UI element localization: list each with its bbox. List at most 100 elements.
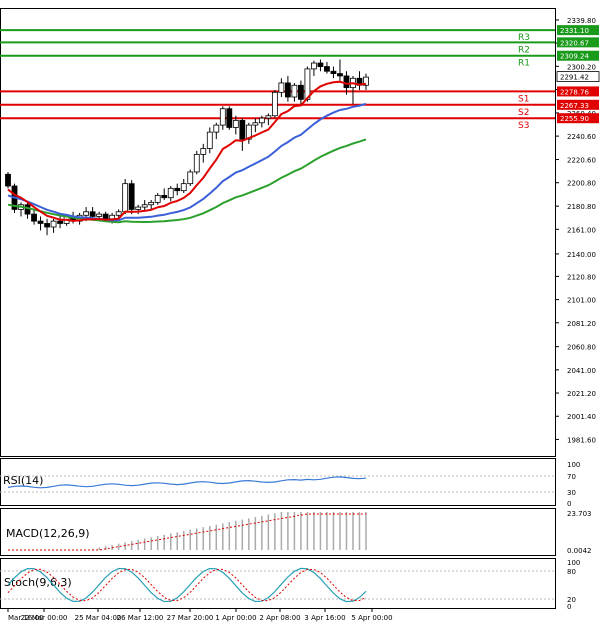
last-price-tag-bg (556, 71, 600, 83)
candle-body (148, 201, 155, 206)
y-tick-label: 2001.40 (567, 413, 596, 421)
candle-body (278, 82, 285, 93)
candle-body (57, 220, 63, 224)
level-tag-bg (557, 99, 599, 110)
y-tick-label: 2120.80 (567, 273, 596, 281)
candle-body (337, 73, 343, 77)
candle-body (50, 220, 57, 228)
candle-body (37, 220, 44, 224)
y-tick-label: 2200.80 (567, 180, 596, 188)
x-tick-label: 25 Mar 04:00 (75, 614, 122, 622)
rsi-panel-frame (0, 458, 556, 506)
candle-body (180, 183, 187, 192)
level-tag-bg (557, 86, 599, 97)
candle-body (324, 66, 330, 72)
candle-body (258, 117, 265, 124)
level-name-s3: S3 (518, 121, 529, 131)
candle-body (271, 91, 278, 117)
ma-mid-line (7, 102, 367, 222)
level-tag-bg (557, 50, 599, 61)
x-tick-label: 27 Mar 20:00 (167, 614, 214, 622)
candle-body (193, 153, 200, 173)
y-tick-label: 2240.60 (567, 133, 596, 141)
y-tick-label: 2300.20 (567, 63, 596, 71)
candle-body (128, 183, 135, 210)
y-tick-label: 2041.00 (567, 367, 596, 375)
stoch-tick-label: 0 (567, 603, 571, 611)
candle-body (200, 148, 207, 155)
level-tag-r2: 2320.67 (560, 39, 589, 47)
level-tag-s3: 2255.90 (560, 115, 589, 123)
candle-body (5, 173, 11, 187)
rsi-line (7, 476, 367, 489)
candle-body (343, 75, 350, 89)
ma-fast-line (7, 80, 367, 222)
y-tick-label: 1981.60 (567, 436, 596, 444)
candle-body (219, 108, 226, 126)
level-name-r1: R1 (518, 59, 530, 69)
candle-body (206, 131, 213, 149)
candle-body (239, 120, 246, 140)
rsi-tick-label: 100 (567, 461, 580, 469)
level-name-s2: S2 (518, 108, 529, 118)
candle-body (363, 76, 369, 86)
level-tag-s1: 2278.76 (560, 88, 589, 96)
candle-body (167, 187, 174, 199)
level-tag-bg (557, 37, 599, 48)
rsi-tick-label: 70 (567, 473, 576, 481)
candle-body (44, 223, 50, 228)
level-name-s1: S1 (518, 94, 529, 104)
macd-panel-frame (0, 508, 556, 556)
candle-body (161, 194, 168, 199)
candle-body (265, 115, 272, 119)
y-tick-label: 2180.80 (567, 203, 596, 211)
y-tick-label: 2060.80 (567, 344, 596, 352)
candle-body (154, 194, 161, 203)
y-tick-label: 2161.00 (567, 226, 596, 234)
y-tick-label: 2140.00 (567, 251, 596, 259)
x-tick-label: 2 Apr 08:00 (259, 614, 300, 622)
level-tag-bg (557, 25, 599, 36)
y-tick-label: 2220.60 (567, 157, 596, 165)
candle-body (252, 122, 259, 126)
candle-body (226, 108, 233, 128)
candle-body (232, 120, 239, 128)
candle-body (135, 206, 142, 210)
stoch-d-line (7, 568, 367, 602)
candle-body (174, 187, 181, 192)
last-price-tag: 2291.42 (560, 74, 589, 82)
macd-tick-top: 23.703 (567, 510, 592, 518)
stoch-tick-label: 20 (567, 596, 576, 604)
x-tick-label: 22 Mar 00:00 (21, 614, 68, 622)
candle-body (122, 183, 129, 213)
level-tag-r3: 2331.10 (560, 27, 589, 35)
candle-body (141, 204, 148, 208)
x-tick-label: Mar 16:00 (8, 614, 44, 622)
candle-body (83, 211, 90, 216)
stoch-panel-frame (0, 558, 556, 609)
candle-body (31, 213, 37, 222)
stoch-k-line (7, 567, 367, 603)
level-tag-r1: 2309.24 (560, 53, 589, 61)
level-name-r3: R3 (518, 33, 530, 43)
rsi-tick-label: 30 (567, 489, 576, 497)
main-panel-frame (0, 8, 556, 457)
level-name-r2: R2 (518, 45, 530, 55)
y-tick-label: 2081.20 (567, 320, 596, 328)
stoch-tick-label: 80 (567, 568, 576, 576)
candle-body (298, 84, 304, 100)
candle-body (284, 82, 291, 98)
stoch-tick-label: 100 (567, 559, 580, 567)
y-tick-label: 2021.20 (567, 390, 596, 398)
rsi-label: RSI(14) (3, 474, 43, 487)
level-tag-bg (557, 113, 599, 124)
candle-body (102, 213, 109, 220)
candle-body (187, 171, 194, 185)
candle-body (96, 213, 103, 217)
x-tick-label: 26 Mar 12:00 (117, 614, 164, 622)
macd-signal-line (8, 513, 366, 551)
rsi-tick-label: 0 (567, 500, 571, 508)
candle-body (213, 124, 220, 133)
candle-body (89, 211, 96, 217)
